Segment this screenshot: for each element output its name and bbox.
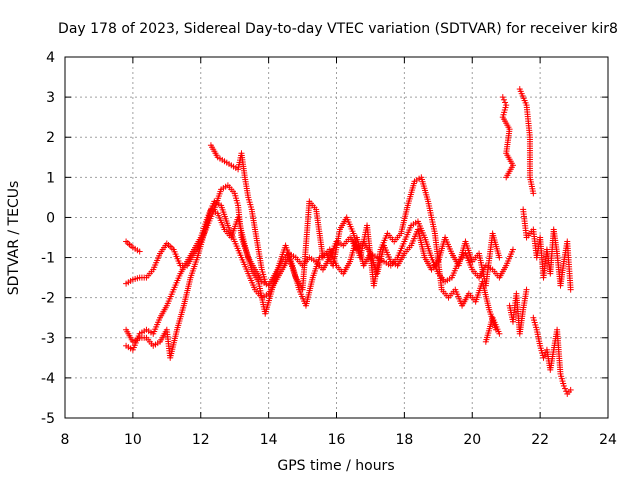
data-point [541, 352, 548, 359]
x-axis-label: GPS time / hours [277, 458, 394, 474]
chart-title: Day 178 of 2023, Sidereal Day-to-day VTE… [58, 21, 618, 37]
data-point [523, 286, 530, 293]
x-tick-label: 16 [328, 432, 346, 448]
x-tick-label: 10 [124, 432, 142, 448]
x-tick-label: 14 [260, 432, 278, 448]
x-tick-label: 20 [463, 432, 481, 448]
y-tick-label: -2 [41, 291, 55, 307]
grid-lines [65, 57, 608, 418]
data-point [560, 382, 567, 389]
y-tick-label: 4 [46, 50, 55, 66]
data-point [500, 96, 507, 103]
y-tick-label: 2 [46, 130, 55, 146]
data-points [123, 86, 574, 397]
x-tick-label: 24 [599, 432, 617, 448]
data-point [496, 254, 503, 261]
y-axis-label: SDTVAR / TECUs [6, 181, 22, 296]
x-tick-label: 22 [531, 432, 549, 448]
y-tick-label: -5 [41, 411, 55, 427]
x-tick-label: 12 [192, 432, 210, 448]
data-point [530, 190, 537, 197]
data-point [567, 386, 574, 393]
data-point [503, 174, 510, 181]
data-point [563, 388, 570, 395]
data-point [136, 248, 143, 255]
y-tick-label: 1 [46, 170, 55, 186]
data-point [496, 330, 503, 337]
data-point [567, 286, 574, 293]
data-point [562, 385, 569, 392]
y-tick-label: 0 [46, 210, 55, 226]
y-tick-label: -4 [41, 371, 55, 387]
x-tick-label: 18 [395, 432, 413, 448]
data-point [509, 246, 516, 253]
data-point [499, 94, 506, 101]
data-point [262, 278, 269, 285]
data-point [502, 99, 509, 106]
y-tick-label: 3 [46, 90, 55, 106]
y-tick-label: -1 [41, 251, 55, 267]
y-tick-label: -3 [41, 331, 55, 347]
data-point [540, 354, 547, 361]
x-tick-label: 8 [61, 432, 70, 448]
